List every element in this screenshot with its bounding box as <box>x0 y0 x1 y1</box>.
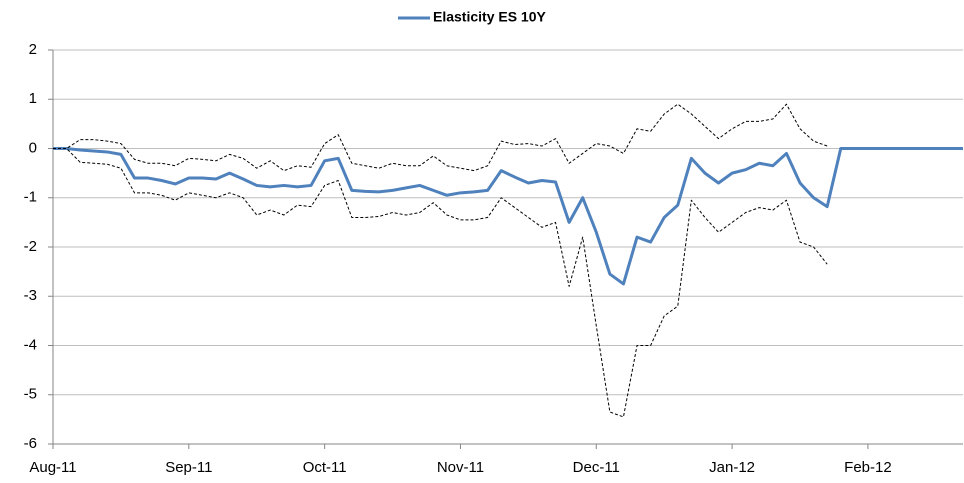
y-tick-label: -5 <box>24 386 37 403</box>
series-line <box>53 147 963 286</box>
y-tick-label: -4 <box>24 336 37 353</box>
band-line <box>53 148 828 418</box>
x-tick-label: Nov-11 <box>437 459 484 476</box>
y-tick-label: -6 <box>24 435 37 452</box>
y-tick-label: 1 <box>29 90 37 107</box>
x-tick-label: Jan-12 <box>709 459 755 476</box>
x-tick-label: Sep-11 <box>165 459 212 476</box>
y-tick-label: -2 <box>24 238 37 255</box>
x-tick-label: Oct-11 <box>303 459 347 476</box>
x-tick-label: Dec-11 <box>573 459 620 476</box>
legend-label: Elasticity ES 10Y <box>433 9 547 25</box>
y-tick-label: 2 <box>29 41 37 58</box>
y-tick-label: -3 <box>24 287 37 304</box>
y-tick-label: -1 <box>24 189 37 206</box>
x-tick-label: Aug-11 <box>29 459 76 476</box>
band-line <box>53 103 828 172</box>
x-tick-label: Feb-12 <box>844 459 892 476</box>
y-tick-label: 0 <box>29 139 37 156</box>
